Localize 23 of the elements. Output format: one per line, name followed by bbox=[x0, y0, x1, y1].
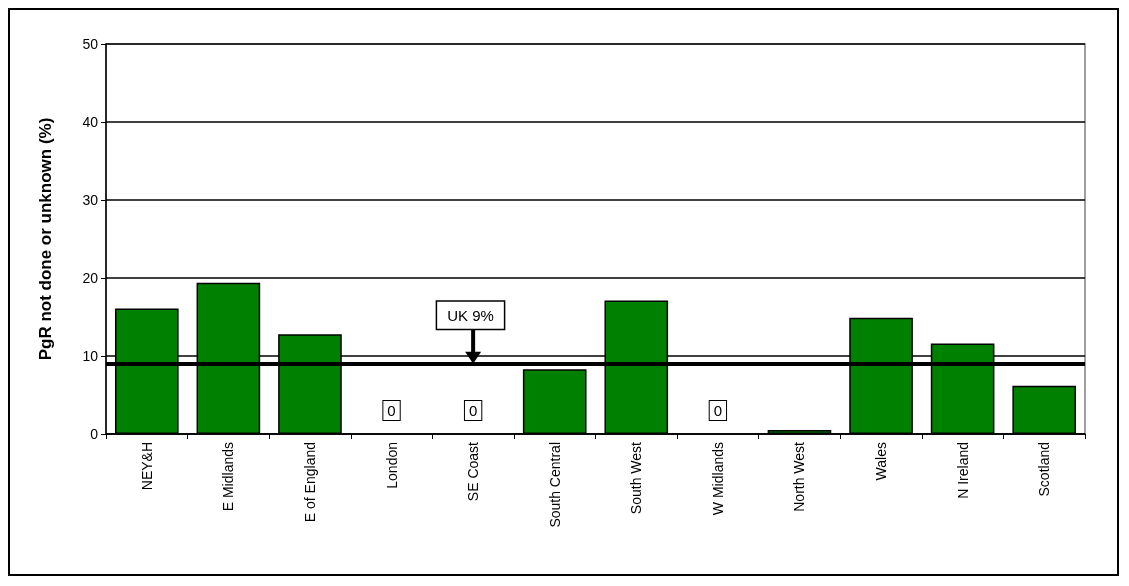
x-tick-label: Scotland bbox=[1036, 442, 1053, 497]
x-tick-label: N Ireland bbox=[954, 442, 971, 499]
x-tick-label: South Central bbox=[546, 442, 563, 528]
x-tick-label: NEY&H bbox=[138, 442, 155, 491]
data-label: 0 bbox=[713, 402, 723, 419]
x-tick-label: SE Coast bbox=[465, 441, 482, 502]
x-tick-label: North West bbox=[791, 441, 808, 512]
ref-line-label: UK 9% bbox=[447, 306, 494, 324]
y-tick-label: 0 bbox=[90, 426, 99, 442]
x-tick-label: W Midlands bbox=[709, 442, 726, 516]
x-tick-label: South West bbox=[628, 441, 645, 515]
y-tick-label: 20 bbox=[82, 270, 99, 286]
y-tick-label: 10 bbox=[82, 348, 99, 364]
data-label: 0 bbox=[468, 402, 478, 419]
x-tick-label: E of England bbox=[301, 442, 318, 523]
y-tick-label: 50 bbox=[82, 36, 99, 52]
data-label: 0 bbox=[387, 402, 396, 419]
y-tick-label: 30 bbox=[82, 192, 99, 208]
x-tick-label: E Midlands bbox=[220, 442, 237, 512]
x-tick-label: London bbox=[383, 442, 400, 489]
x-tick-label: Wales bbox=[873, 442, 890, 481]
y-axis-title: PgR not done or unknown (%) bbox=[36, 117, 55, 361]
y-tick-label: 40 bbox=[82, 114, 99, 130]
